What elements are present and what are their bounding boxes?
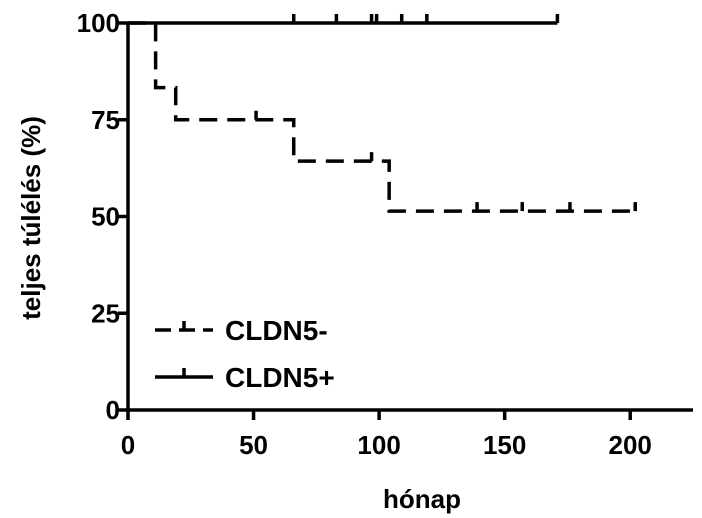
y-tick-label: 50	[91, 202, 120, 232]
x-tick-label: 50	[239, 430, 268, 460]
x-axis-title: hónap	[383, 484, 461, 514]
x-tick-label: 200	[609, 430, 652, 460]
y-tick-label: 75	[91, 105, 120, 135]
legend-label: CLDN5+	[225, 362, 335, 393]
y-tick-label: 0	[106, 395, 120, 425]
x-tick-label: 150	[483, 430, 526, 460]
x-tick-label: 0	[121, 430, 135, 460]
legend: CLDN5- CLDN5+	[155, 315, 335, 393]
series-layer	[128, 14, 638, 213]
y-tick-label: 25	[91, 298, 120, 328]
y-axis-title: teljes túlélés (%)	[16, 116, 46, 320]
axes: 0 25 50 75 100 0 50 100 150 200	[77, 8, 693, 460]
y-tick-label: 100	[77, 8, 120, 38]
x-tick-label: 100	[357, 430, 400, 460]
legend-label: CLDN5-	[225, 315, 328, 346]
series-line-cldn5-negative	[128, 21, 638, 213]
